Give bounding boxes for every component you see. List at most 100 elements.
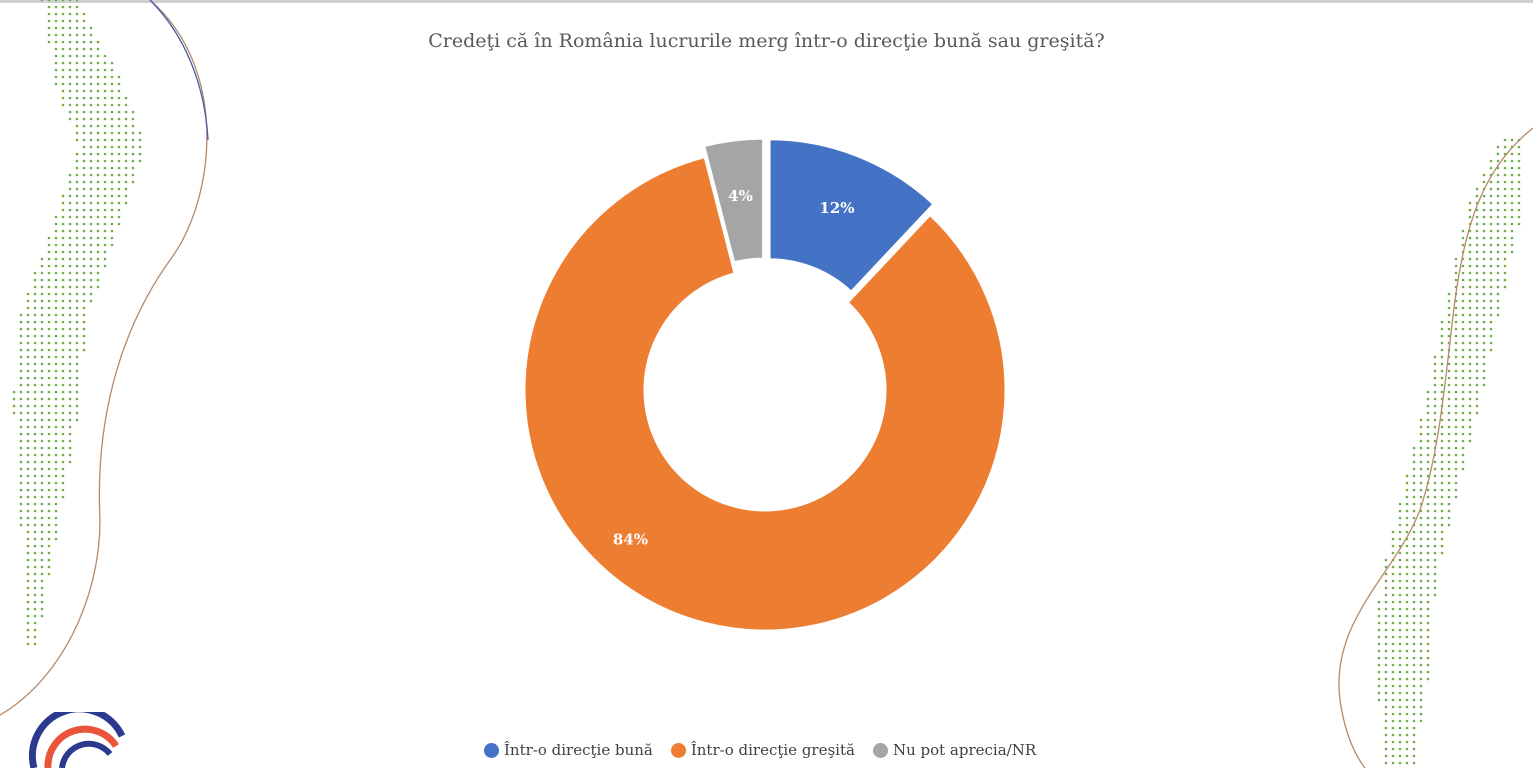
decor-dot: [1405, 474, 1409, 478]
decor-dot: [1440, 334, 1444, 338]
decor-dot: [1412, 642, 1416, 646]
decor-dot: [40, 439, 44, 443]
decor-dot: [1419, 642, 1423, 646]
decor-dot: [68, 61, 72, 65]
decor-dot: [54, 313, 58, 317]
decor-dot: [1440, 509, 1444, 513]
decor-dot: [103, 68, 107, 72]
decor-dot: [103, 208, 107, 212]
decor-dot: [1510, 138, 1514, 142]
decor-dot: [1440, 439, 1444, 443]
decor-dot: [1391, 656, 1395, 660]
decor-dot: [1391, 586, 1395, 590]
decor-dot: [40, 348, 44, 352]
decor-dot: [54, 236, 58, 240]
decor-dot: [1475, 278, 1479, 282]
decor-dot: [1419, 439, 1423, 443]
decor-dot: [96, 208, 100, 212]
decor-dot: [1398, 509, 1402, 513]
decor-dot: [96, 40, 100, 44]
decor-dot: [40, 285, 44, 289]
decor-dot: [117, 131, 121, 135]
legend-item-nr: Nu pot aprecia/NR: [872, 741, 1036, 759]
decor-dot: [47, 341, 51, 345]
decor-dot: [68, 89, 72, 93]
decor-dot: [82, 166, 86, 170]
decor-dot: [1510, 166, 1514, 170]
decor-dot: [82, 110, 86, 114]
decor-dot: [26, 334, 30, 338]
decor-dot: [1433, 467, 1437, 471]
decor-dot: [1447, 502, 1451, 506]
decor-dot: [47, 383, 51, 387]
decor-dot: [47, 250, 51, 254]
decor-dot: [1398, 656, 1402, 660]
decor-dot: [1412, 621, 1416, 625]
decor-dot: [110, 208, 114, 212]
decor-dot: [40, 607, 44, 611]
decor-dot: [75, 292, 79, 296]
decor-dot: [1461, 341, 1465, 345]
decor-dot: [26, 558, 30, 562]
decor-dot: [1489, 264, 1493, 268]
decor-dot: [61, 33, 65, 37]
decor-dot: [82, 348, 86, 352]
decor-dot: [61, 488, 65, 492]
decor-dot: [54, 404, 58, 408]
decor-dot: [1496, 208, 1500, 212]
decor-dot: [1461, 397, 1465, 401]
legend-marker-buna: [484, 742, 499, 758]
decor-dot: [1384, 663, 1388, 667]
decor-dot: [82, 229, 86, 233]
decor-dot: [1377, 691, 1381, 695]
decor-dot: [26, 621, 30, 625]
decor-dot: [1447, 432, 1451, 436]
decor-dot: [1454, 278, 1458, 282]
decor-dot: [1405, 684, 1409, 688]
decor-dot: [1468, 390, 1472, 394]
legend-marker-nr: [872, 742, 888, 758]
decor-dot: [1405, 642, 1409, 646]
decor-dot: [1419, 558, 1423, 562]
decor-dot: [103, 110, 107, 114]
decor-dot: [1405, 733, 1409, 737]
decor-dot: [1489, 201, 1493, 205]
decor-dot: [1433, 397, 1437, 401]
decor-dot: [82, 159, 86, 163]
decor-dot: [1419, 495, 1423, 499]
decor-dot: [47, 390, 51, 394]
decor-dot: [1426, 600, 1430, 604]
decor-dot: [1412, 453, 1416, 457]
decor-dot: [1398, 726, 1402, 730]
decor-dot: [1391, 761, 1395, 765]
decor-dot: [68, 460, 72, 464]
decor-dot: [54, 271, 58, 275]
decor-dot: [1475, 341, 1479, 345]
decor-dot: [33, 488, 37, 492]
decor-dot: [1377, 635, 1381, 639]
decor-dot: [103, 215, 107, 219]
decor-dot: [1447, 488, 1451, 492]
decor-dot: [68, 404, 72, 408]
decor-dot: [1391, 663, 1395, 667]
decor-dot: [1454, 383, 1458, 387]
decor-dot: [54, 54, 58, 58]
decor-dot: [1426, 614, 1430, 618]
decor-dot: [1489, 208, 1493, 212]
decor-dot: [26, 607, 30, 611]
decor-dot: [1412, 691, 1416, 695]
decor-dot: [117, 110, 121, 114]
decor-dot: [1475, 208, 1479, 212]
decor-dot: [117, 173, 121, 177]
decor-dot: [19, 404, 23, 408]
decor-dot: [68, 5, 72, 9]
decor-dot: [19, 509, 23, 513]
decor-dot: [1468, 411, 1472, 415]
decor-dot: [1433, 432, 1437, 436]
decor-dot: [75, 96, 79, 100]
decor-dot: [82, 12, 86, 16]
decor-dot: [96, 166, 100, 170]
decor-dot: [110, 222, 114, 226]
decor-dot: [68, 222, 72, 226]
